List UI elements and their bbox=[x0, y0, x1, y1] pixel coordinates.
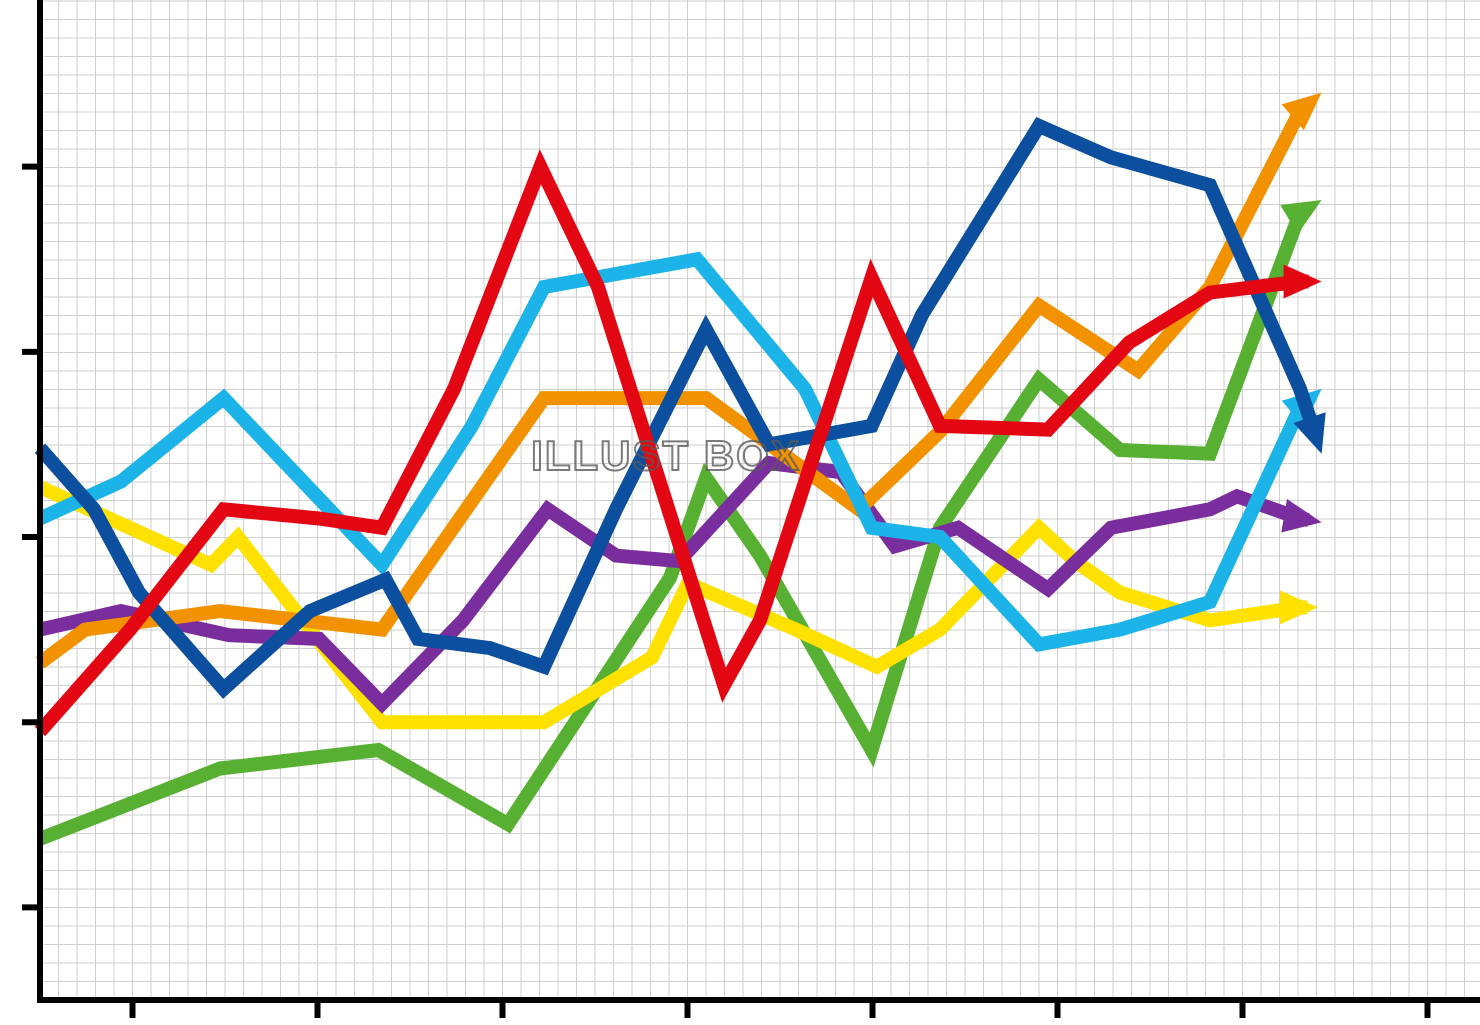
line-chart: ILLUST BOX bbox=[0, 0, 1480, 1025]
chart-canvas bbox=[0, 0, 1480, 1025]
